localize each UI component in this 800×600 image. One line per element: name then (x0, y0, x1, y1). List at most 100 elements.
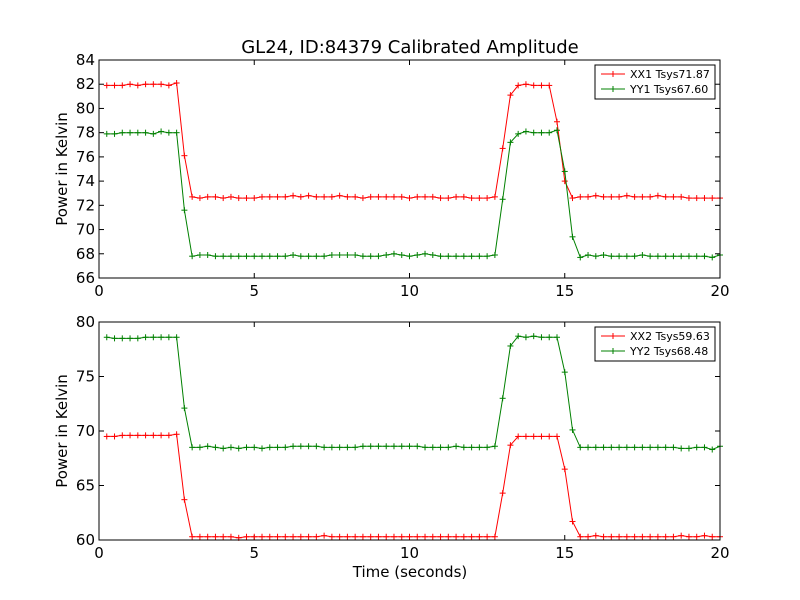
data-point (367, 443, 374, 450)
data-point (189, 253, 196, 260)
data-point (251, 533, 258, 540)
data-point (429, 251, 436, 258)
data-point (577, 254, 584, 261)
data-point (243, 253, 250, 260)
data-point (297, 193, 304, 200)
x-tick-label: 10 (400, 544, 419, 562)
data-point (585, 251, 592, 258)
data-point (266, 253, 273, 260)
data-point (654, 533, 661, 540)
legend-label: XX1 Tsys71.87 (630, 68, 710, 81)
data-point (670, 253, 677, 260)
data-point (468, 253, 475, 260)
data-point (127, 129, 134, 136)
data-point (196, 195, 203, 202)
data-point (274, 444, 281, 451)
data-point (437, 444, 444, 451)
data-point (422, 193, 429, 200)
data-point (352, 193, 359, 200)
data-point (631, 253, 638, 260)
data-point (530, 82, 537, 89)
data-point (429, 193, 436, 200)
data-point (616, 444, 623, 451)
data-point (390, 250, 397, 257)
data-point (196, 444, 203, 451)
y-tick-label: 65 (76, 477, 95, 495)
data-point (398, 193, 405, 200)
data-point (189, 193, 196, 200)
data-point (422, 444, 429, 451)
data-point (678, 445, 685, 452)
data-point (251, 253, 258, 260)
data-point (189, 533, 196, 540)
data-point (623, 253, 630, 260)
data-point (639, 444, 646, 451)
data-point (313, 533, 320, 540)
top-plot-frame (98, 59, 721, 279)
data-point (585, 444, 592, 451)
data-point (220, 533, 227, 540)
data-point (297, 443, 304, 450)
y-tick-label: 80 (76, 99, 95, 117)
data-point (220, 195, 227, 202)
data-point (445, 533, 452, 540)
data-point (336, 251, 343, 258)
data-point (321, 193, 328, 200)
data-point (585, 533, 592, 540)
data-point (453, 193, 460, 200)
data-point (422, 250, 429, 257)
data-point (538, 334, 545, 341)
data-point (282, 444, 289, 451)
data-point (476, 533, 483, 540)
data-point (313, 443, 320, 450)
data-point (367, 253, 374, 260)
data-point (631, 533, 638, 540)
data-point (685, 253, 692, 260)
data-point (701, 532, 708, 539)
x-tick-label: 20 (710, 544, 729, 562)
data-point (647, 533, 654, 540)
data-point (111, 335, 118, 342)
data-point (530, 433, 537, 440)
data-point (251, 444, 258, 451)
data-point (103, 433, 110, 440)
bottom-plot-frame (98, 321, 721, 541)
data-point (367, 193, 374, 200)
data-point (476, 195, 483, 202)
data-point (484, 533, 491, 540)
data-point (654, 444, 661, 451)
data-point (709, 446, 716, 453)
data-point (670, 533, 677, 540)
data-point (491, 443, 498, 450)
data-point (406, 195, 413, 202)
data-point (670, 444, 677, 451)
x-axis-label: Time (seconds) (352, 563, 468, 581)
data-point (134, 129, 141, 136)
data-point (321, 444, 328, 451)
y-tick-label: 70 (76, 221, 95, 239)
data-point (499, 490, 506, 497)
data-point (305, 533, 312, 540)
chart-title: GL24, ID:84379 Calibrated Amplitude (241, 37, 579, 58)
legend-label: XX2 Tsys59.63 (630, 330, 710, 343)
data-point (569, 233, 576, 240)
data-point (134, 335, 141, 342)
data-point (150, 81, 157, 88)
data-point (639, 251, 646, 258)
data-point (422, 533, 429, 540)
data-point (274, 193, 281, 200)
data-point (577, 444, 584, 451)
data-point (701, 253, 708, 260)
x-tick-label: 5 (249, 282, 259, 300)
data-point (406, 253, 413, 260)
data-point (158, 128, 165, 135)
data-point (251, 195, 258, 202)
data-point (453, 443, 460, 450)
data-point (561, 178, 568, 185)
data-point (127, 81, 134, 88)
data-point (165, 129, 172, 136)
x-tick-label: 0 (94, 544, 104, 562)
data-point (165, 334, 172, 341)
data-point (623, 444, 630, 451)
y-tick-label: 68 (76, 245, 95, 263)
